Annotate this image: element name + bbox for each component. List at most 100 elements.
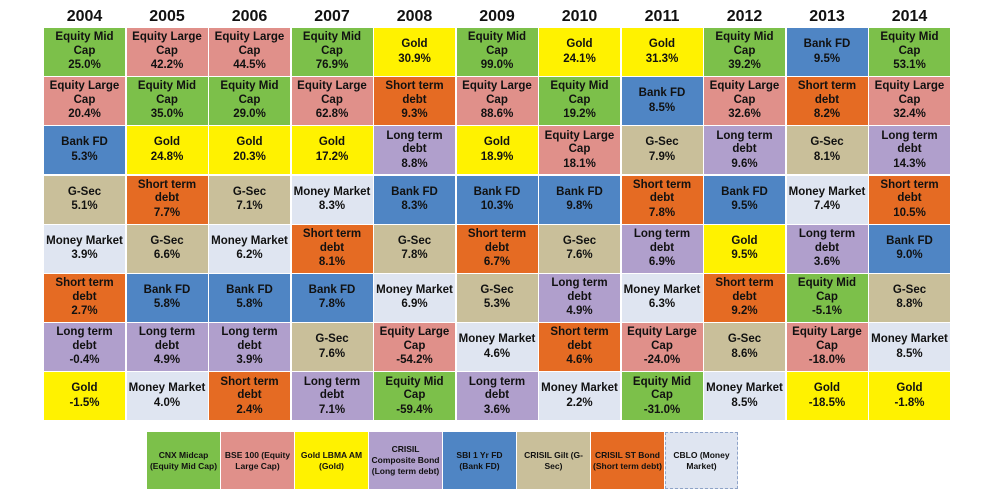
return-cell: Long term debt 4.9% <box>539 273 620 322</box>
asset-name: Equity Large Cap <box>544 129 615 156</box>
return-value: 6.6% <box>153 249 181 262</box>
asset-name: Gold <box>318 136 346 149</box>
asset-name: Money Market <box>128 382 206 395</box>
asset-name: Long term debt <box>303 375 361 402</box>
return-value: -1.8% <box>894 396 925 409</box>
return-cell: Equity Large Cap 32.6% <box>704 77 785 126</box>
asset-name: Gold <box>401 38 428 50</box>
return-cell: Short term debt 10.5% <box>869 175 950 224</box>
return-value: 7.9% <box>648 150 676 163</box>
return-cell: Equity Mid Cap 25.0% <box>44 28 125 76</box>
return-cell: Gold 24.8% <box>126 126 208 175</box>
return-value: 7.4% <box>813 200 841 213</box>
year-label: 2010 <box>561 8 598 25</box>
asset-name: Long term debt <box>551 277 608 303</box>
return-value: 31.3% <box>645 52 679 65</box>
return-cell: Short term debt 7.7% <box>126 175 208 224</box>
asset-name: Long term debt <box>138 326 196 352</box>
return-value: 4.0% <box>153 396 181 409</box>
asset-name: Equity Mid Cap <box>302 31 362 57</box>
return-value: 9.3% <box>401 108 428 121</box>
return-value: 7.6% <box>318 347 346 360</box>
return-value: 8.1% <box>318 256 346 268</box>
return-cell: Money Market 2.2% <box>539 372 620 421</box>
asset-name: G-Sec <box>727 333 762 346</box>
return-cell: Long term debt 9.6% <box>704 126 785 175</box>
return-cell: Short term debt 2.7% <box>44 273 125 322</box>
asset-name: Equity Mid Cap <box>385 375 444 402</box>
asset-name: Equity Mid Cap <box>467 31 527 57</box>
return-cell: Bank FD 9.0% <box>869 224 950 273</box>
return-value: 8.3% <box>318 200 346 213</box>
asset-name: Equity Mid Cap <box>220 80 279 106</box>
return-value: 99.0% <box>480 59 514 72</box>
return-cell: G-Sec 5.1% <box>44 175 125 224</box>
return-value: 6.9% <box>648 256 676 268</box>
return-cell: G-Sec 7.1% <box>209 175 290 224</box>
asset-name: G-Sec <box>150 234 184 247</box>
return-value: 14.3% <box>893 157 926 170</box>
return-cell: Equity Large Cap 18.1% <box>539 126 620 175</box>
return-cell: Long term debt 3.9% <box>209 323 290 372</box>
asset-name: Long term debt <box>798 228 856 254</box>
return-cell: Money Market 6.2% <box>209 224 290 273</box>
return-value: 5.3% <box>483 298 511 311</box>
return-value: -1.5% <box>69 396 100 409</box>
year-label: 2007 <box>314 8 350 25</box>
return-cell: Equity Large Cap 44.5% <box>209 28 290 76</box>
asset-name: G-Sec <box>645 136 679 149</box>
return-cell: Bank FD 9.5% <box>786 28 868 76</box>
return-cell: Equity Large Cap -54.2% <box>374 323 455 372</box>
return-value: 3.9% <box>236 354 263 367</box>
return-cell: Money Market 3.9% <box>44 224 125 273</box>
return-cell: Short term debt 7.8% <box>621 175 703 224</box>
asset-name: Short term debt <box>220 375 279 402</box>
asset-name: Money Market <box>293 185 371 198</box>
return-cell: Short term debt 8.2% <box>786 77 868 126</box>
asset-name: G-Sec <box>232 185 267 198</box>
return-value: -18.0% <box>808 354 846 367</box>
return-value: 7.7% <box>153 206 181 219</box>
asset-name: Equity Large Cap <box>792 326 862 352</box>
return-value: 8.6% <box>731 347 758 360</box>
asset-name: Bank FD <box>143 283 191 296</box>
return-value: 8.5% <box>731 396 758 409</box>
return-cell: Money Market 4.0% <box>126 372 208 421</box>
asset-name: Gold <box>648 38 676 50</box>
return-cell: Short term debt 4.6% <box>539 323 620 372</box>
return-value: 32.4% <box>893 108 926 121</box>
return-cell: Gold 9.5% <box>704 224 785 273</box>
asset-name: Equity Mid Cap <box>880 31 939 57</box>
asset-name: G-Sec <box>67 185 102 198</box>
return-value: 19.2% <box>563 108 596 121</box>
asset-name: Bank FD <box>556 185 603 198</box>
return-value: 8.1% <box>813 150 841 163</box>
return-cell: Equity Mid Cap 39.2% <box>704 28 785 76</box>
return-cell: Money Market 4.6% <box>456 323 538 372</box>
return-cell: Short term debt 6.7% <box>456 224 538 273</box>
return-value: 44.5% <box>233 59 266 72</box>
asset-name: Short term debt <box>797 80 857 106</box>
return-cell: Equity Mid Cap 29.0% <box>209 77 290 126</box>
year-label: 2012 <box>726 8 763 25</box>
return-cell: Equity Mid Cap -31.0% <box>621 372 703 421</box>
asset-name: Short term debt <box>137 178 197 205</box>
return-cell: Short term debt 9.3% <box>374 77 455 126</box>
asset-name: Short term debt <box>880 178 939 205</box>
asset-name: Bank FD <box>886 234 933 247</box>
return-value: 9.5% <box>731 200 758 213</box>
return-value: 17.2% <box>315 150 349 163</box>
return-cell: Money Market 8.3% <box>291 175 373 224</box>
return-value: 35.0% <box>150 108 184 121</box>
asset-name: Short term debt <box>467 228 527 254</box>
return-cell: G-Sec 8.1% <box>786 126 868 175</box>
return-value: 7.8% <box>648 206 676 219</box>
return-cell: Equity Mid Cap 76.9% <box>291 28 373 76</box>
return-value: 6.9% <box>401 298 428 311</box>
asset-name: Gold <box>731 234 758 247</box>
return-value: -54.2% <box>396 354 433 367</box>
asset-name: Equity Large Cap <box>132 31 202 57</box>
asset-name: Equity Large Cap <box>709 80 780 106</box>
asset-name: Bank FD <box>803 38 851 50</box>
return-value: 62.8% <box>315 108 349 121</box>
